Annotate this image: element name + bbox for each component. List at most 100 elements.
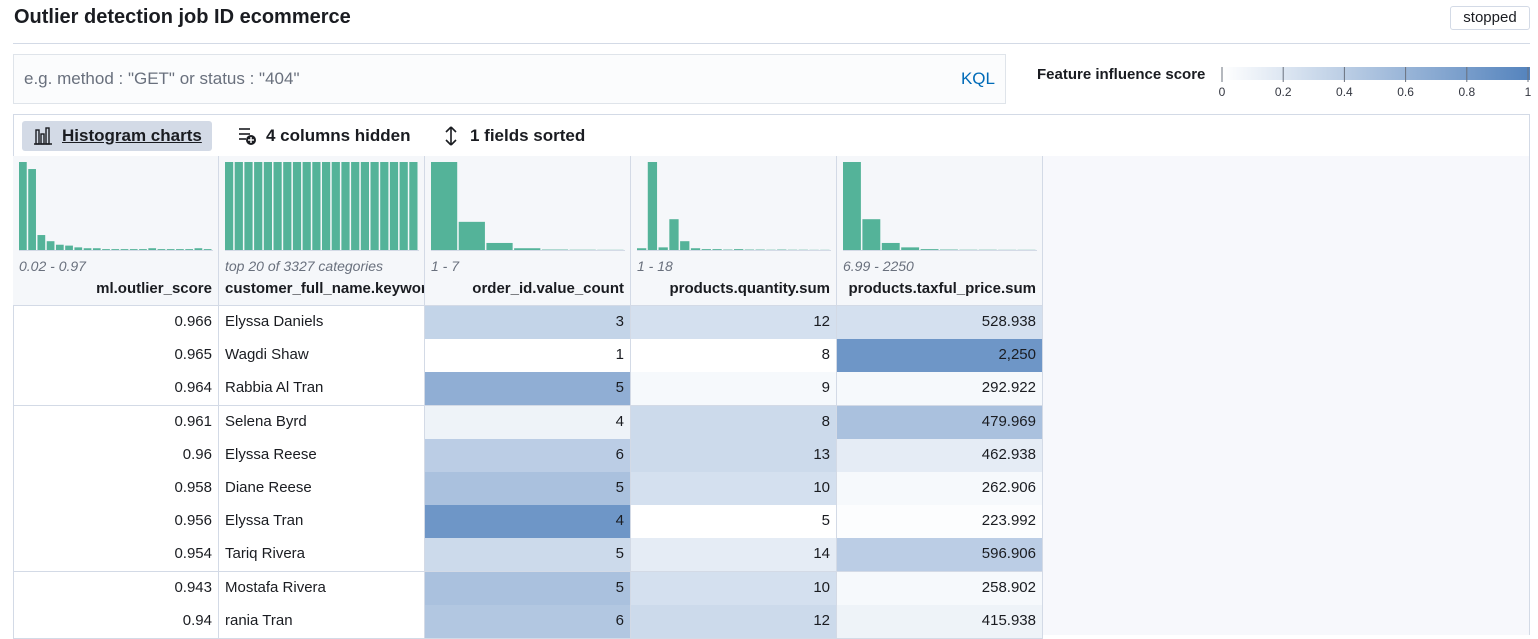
- table-cell: 258.902: [837, 572, 1043, 606]
- histogram-bar: [167, 249, 175, 250]
- toolbar-button[interactable]: 1 fields sorted: [430, 121, 595, 151]
- histogram-bar: [862, 219, 880, 250]
- toolbar: Histogram charts 4 columns hidden 1 fields…: [13, 114, 1530, 157]
- histogram-bar: [400, 162, 408, 250]
- table-cell: 5: [425, 472, 631, 506]
- histogram-bar: [712, 249, 721, 250]
- histogram-bar: [486, 243, 512, 250]
- status-badge: stopped: [1450, 6, 1530, 30]
- histogram-bar: [459, 222, 485, 250]
- legend-tick-label: 0.2: [1275, 85, 1292, 99]
- histogram-bar: [341, 162, 349, 250]
- query-language-button[interactable]: KQL: [961, 69, 995, 89]
- toolbar-button[interactable]: Histogram charts: [22, 121, 212, 151]
- table-cell: 4: [425, 406, 631, 440]
- histogram-range: 1 - 7: [431, 258, 459, 274]
- column-name: customer_full_name.keyword: [225, 280, 425, 297]
- column-name: ml.outlier_score: [96, 280, 212, 297]
- histogram-bar: [111, 249, 119, 250]
- column-header[interactable]: top 20 of 3327 categories customer_full_n…: [219, 156, 425, 306]
- table-cell: 462.938: [837, 439, 1043, 473]
- table-cell: Tariq Rivera: [219, 538, 425, 572]
- histogram-bar: [47, 241, 55, 250]
- table-cell: 10: [631, 472, 837, 506]
- table-cell: Selena Byrd: [219, 406, 425, 440]
- legend-tick-label: 0: [1219, 85, 1226, 99]
- histogram-bar: [702, 249, 711, 250]
- table-cell: Mostafa Rivera: [219, 572, 425, 606]
- table-cell: Elyssa Reese: [219, 439, 425, 473]
- legend-tick-label: 0.6: [1397, 85, 1414, 99]
- table-cell: 0.96: [13, 439, 219, 473]
- table-cell: 0.961: [13, 406, 219, 440]
- table-cell: 528.938: [837, 306, 1043, 340]
- histogram-bar: [390, 162, 398, 250]
- histogram-bar: [244, 162, 252, 250]
- column-header[interactable]: 0.02 - 0.97 ml.outlier_score: [13, 156, 219, 306]
- histogram-bar: [734, 249, 743, 250]
- histogram-bar: [680, 241, 689, 250]
- table-cell: 0.943: [13, 572, 219, 606]
- table-cell: 0.964: [13, 372, 219, 406]
- column-name: order_id.value_count: [472, 280, 624, 297]
- histogram-bar: [37, 235, 45, 250]
- histogram-bar: [235, 162, 243, 250]
- legend-gradient: [1222, 67, 1530, 80]
- table-cell: 2,250: [837, 339, 1043, 373]
- divider: [13, 43, 1530, 44]
- table-cell: 6: [425, 605, 631, 639]
- histogram: [19, 160, 213, 252]
- column-name: products.quantity.sum: [669, 280, 830, 297]
- histogram-bar: [409, 162, 417, 250]
- table-cell: rania Tran: [219, 605, 425, 639]
- table-cell: Elyssa Daniels: [219, 306, 425, 340]
- table-cell: 0.965: [13, 339, 219, 373]
- column-header[interactable]: 1 - 18 products.quantity.sum: [631, 156, 837, 306]
- table-cell: Diane Reese: [219, 472, 425, 506]
- histogram-bar: [659, 247, 668, 250]
- legend-tick-label: 0.4: [1336, 85, 1353, 99]
- histogram-bar: [195, 248, 203, 250]
- histogram-bar: [264, 162, 272, 250]
- table-cell: 292.922: [837, 372, 1043, 406]
- histogram-bar: [148, 248, 156, 250]
- histogram-bar: [176, 249, 184, 250]
- histogram-range: 0.02 - 0.97: [19, 258, 86, 274]
- table-cell: 0.956: [13, 505, 219, 539]
- histogram-bar: [431, 162, 457, 250]
- table-cell: 8: [631, 406, 837, 440]
- histogram-bar: [351, 162, 359, 250]
- table-cell: 5: [631, 505, 837, 539]
- histogram-bar: [921, 249, 939, 250]
- column-header[interactable]: 1 - 7 order_id.value_count: [425, 156, 631, 306]
- table-cell: 1: [425, 339, 631, 373]
- histogram-bar: [380, 162, 388, 250]
- histogram-bar: [293, 162, 301, 250]
- histogram-bar: [19, 162, 27, 250]
- column-name: products.taxful_price.sum: [848, 280, 1036, 297]
- table-cell: 0.954: [13, 538, 219, 572]
- search-bar[interactable]: e.g. method : "GET" or status : "404" KQ…: [13, 54, 1006, 104]
- histogram-bar: [637, 248, 646, 250]
- histogram-bar: [322, 162, 330, 250]
- legend-tick-label: 0.8: [1458, 85, 1475, 99]
- histogram-range: 1 - 18: [637, 258, 673, 274]
- histogram-bar: [139, 249, 147, 250]
- table-cell: 10: [631, 572, 837, 606]
- toolbar-button[interactable]: 4 columns hidden: [226, 121, 421, 151]
- histogram: [637, 160, 831, 252]
- histogram-bar: [28, 169, 36, 250]
- histogram-bar: [843, 162, 861, 250]
- table-cell: 12: [631, 605, 837, 639]
- legend-title: Feature influence score: [1037, 66, 1205, 83]
- table-cell: 223.992: [837, 505, 1043, 539]
- histogram-bar: [225, 162, 233, 250]
- table-cell: 9: [631, 372, 837, 406]
- legend-tick-label: 1: [1525, 85, 1532, 99]
- table-cell: 4: [425, 505, 631, 539]
- histogram-range: top 20 of 3327 categories: [225, 258, 383, 274]
- histogram-bar: [283, 162, 291, 250]
- histogram-bar: [65, 246, 73, 250]
